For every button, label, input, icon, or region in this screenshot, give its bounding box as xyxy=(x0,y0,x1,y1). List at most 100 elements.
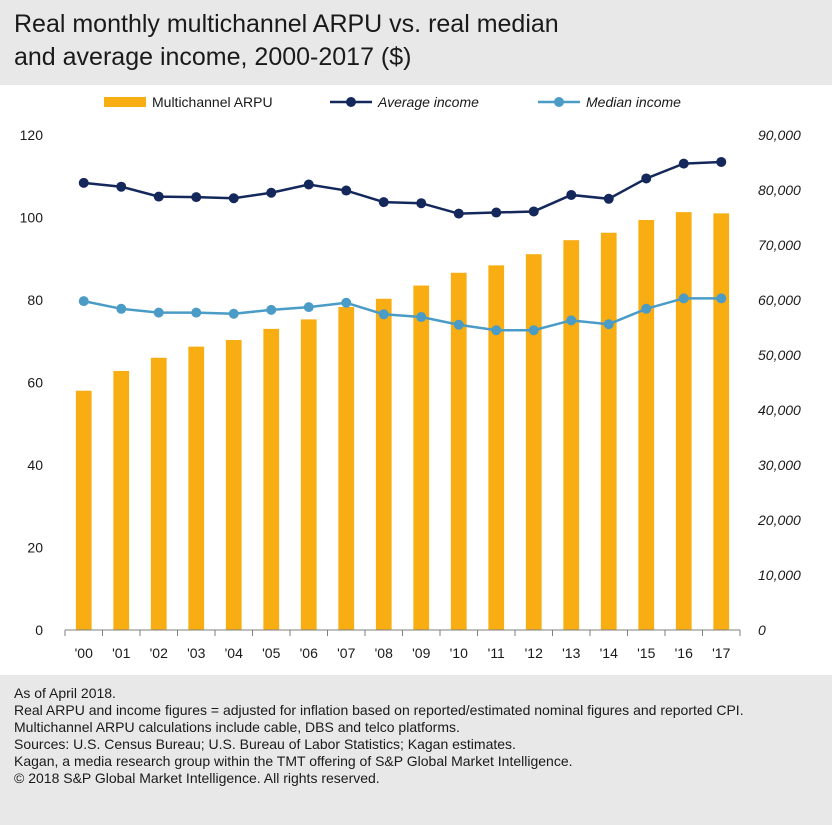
median-income-point xyxy=(416,312,427,323)
y-right-tick-label: 70,000 xyxy=(758,237,801,253)
median-income-point xyxy=(303,302,314,313)
median-income-point xyxy=(228,308,239,319)
average-income-point xyxy=(491,207,502,218)
x-tick-label: '00 xyxy=(75,645,93,661)
legend-label-average: Average income xyxy=(377,94,479,110)
arpu-bar xyxy=(525,254,542,630)
x-tick-label: '02 xyxy=(150,645,168,661)
arpu-bar xyxy=(375,298,392,630)
average-income-point xyxy=(303,179,314,190)
average-income-point xyxy=(566,189,577,200)
arpu-bar xyxy=(113,370,130,630)
average-income-point xyxy=(678,158,689,169)
arpu-bar xyxy=(413,285,430,630)
median-income-line xyxy=(83,297,722,332)
median-income-point xyxy=(678,293,689,304)
median-income-point xyxy=(116,303,127,314)
median-income-point xyxy=(153,307,164,318)
median-income-point xyxy=(716,293,727,304)
median-income-point xyxy=(603,319,614,330)
y-right-tick-label: 80,000 xyxy=(758,182,801,198)
y-left-tick-label: 60 xyxy=(27,375,43,391)
arpu-bar xyxy=(75,390,92,630)
average-income-point xyxy=(453,208,464,219)
x-tick-label: '14 xyxy=(600,645,618,661)
footnote-date: As of April 2018. xyxy=(14,685,116,701)
average-income-point xyxy=(378,197,389,208)
chart-title: Real monthly multichannel ARPU vs. real … xyxy=(14,8,814,74)
x-tick-label: '16 xyxy=(675,645,693,661)
arpu-bar xyxy=(263,328,280,630)
footnotes: As of April 2018. Real ARPU and income f… xyxy=(14,685,824,787)
legend-label-arpu: Multichannel ARPU xyxy=(152,94,273,110)
plot-panel: 0 20 40 60 80 100 120 0 10,000 20,000 30,000 40,000… xyxy=(0,85,832,675)
y-left-tick-label: 20 xyxy=(27,540,43,556)
arpu-bar xyxy=(600,232,617,630)
median-income-point xyxy=(566,315,577,326)
x-tick-label: '10 xyxy=(450,645,468,661)
y-right-tick-label: 10,000 xyxy=(758,567,801,583)
average-income-point xyxy=(341,185,352,196)
x-tick-label: '05 xyxy=(262,645,280,661)
y-left-tick-label: 120 xyxy=(20,127,44,143)
average-income-point xyxy=(266,187,277,198)
y-left-tick-label: 100 xyxy=(20,210,44,226)
average-income-point xyxy=(603,193,614,204)
y-right-tick-label: 50,000 xyxy=(758,347,801,363)
y-left-tick-label: 40 xyxy=(27,457,43,473)
y-right-tick-label: 30,000 xyxy=(758,457,801,473)
legend-label-median: Median income xyxy=(586,94,681,110)
footnote-copyright: © 2018 S&P Global Market Intelligence. A… xyxy=(14,770,380,786)
average-income-point xyxy=(78,177,89,188)
average-income-point xyxy=(641,173,652,184)
arpu-bar xyxy=(450,272,467,630)
y-left-tick-label: 80 xyxy=(27,292,43,308)
y-right-tick-label: 0 xyxy=(758,622,766,638)
x-tick-label: '09 xyxy=(412,645,430,661)
arpu-bar xyxy=(488,265,505,630)
average-income-point xyxy=(116,181,127,192)
x-tick-label: '15 xyxy=(637,645,655,661)
average-income-point xyxy=(528,206,539,217)
median-income-point xyxy=(641,303,652,314)
chart-title-line-1: Real monthly multichannel ARPU vs. real … xyxy=(14,10,559,38)
y-left-tick-label: 0 xyxy=(35,622,43,638)
arpu-bar xyxy=(563,240,580,630)
footnote-methodology: Real ARPU and income figures = adjusted … xyxy=(14,702,744,718)
y-right-tick-label: 90,000 xyxy=(758,127,801,143)
x-tick-label: '03 xyxy=(187,645,205,661)
arpu-bar xyxy=(225,340,242,630)
x-tick-label: '06 xyxy=(300,645,318,661)
x-tick-label: '12 xyxy=(525,645,543,661)
arpu-bar xyxy=(300,319,317,630)
median-income-point xyxy=(378,309,389,320)
arpu-bar xyxy=(150,357,167,630)
arpu-bar xyxy=(188,346,205,630)
median-income-point xyxy=(491,325,502,336)
y-right-tick-label: 60,000 xyxy=(758,292,801,308)
footnote-kagan: Kagan, a media research group within the… xyxy=(14,753,573,769)
median-income-point xyxy=(528,325,539,336)
average-income-point xyxy=(191,192,202,203)
average-income-point xyxy=(416,198,427,209)
x-tick-label: '08 xyxy=(375,645,393,661)
x-tick-label: '04 xyxy=(225,645,243,661)
median-income-point xyxy=(341,297,352,308)
legend-swatch-median-point xyxy=(554,97,564,107)
x-tick-label: '11 xyxy=(488,645,505,661)
median-income-point xyxy=(191,307,202,318)
arpu-bar xyxy=(675,212,692,630)
y-right-tick-label: 20,000 xyxy=(757,512,801,528)
median-income-point xyxy=(266,304,277,315)
arpu-bar xyxy=(638,219,655,630)
average-income-point xyxy=(228,193,239,204)
x-tick-label: '13 xyxy=(562,645,580,661)
arpu-bar xyxy=(713,213,730,630)
footnote-platforms: Multichannel ARPU calculations include c… xyxy=(14,719,460,735)
average-income-point xyxy=(716,156,727,167)
median-income-point xyxy=(78,296,89,307)
x-tick-label: '01 xyxy=(112,645,130,661)
x-tick-label: '07 xyxy=(337,645,355,661)
footnote-sources: Sources: U.S. Census Bureau; U.S. Bureau… xyxy=(14,736,516,752)
